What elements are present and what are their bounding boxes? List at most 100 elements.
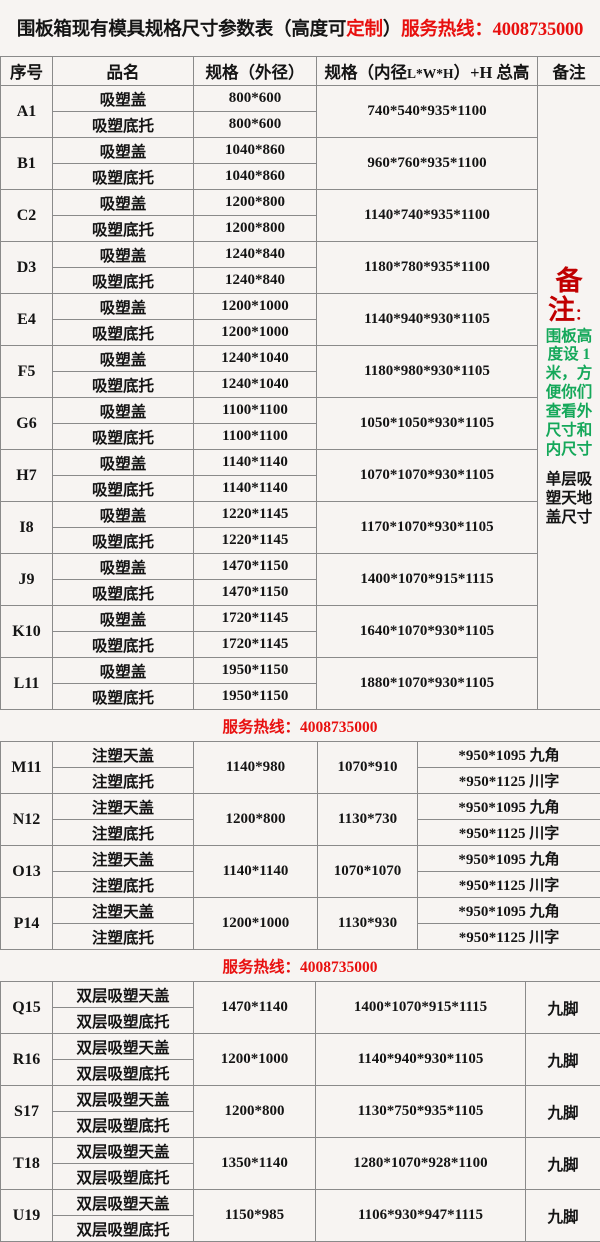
row-code: H7 [1, 450, 53, 502]
page-title: 围板箱现有模具规格尺寸参数表（高度可定制）服务热线：4008735000 [0, 0, 600, 56]
row-name-base: 吸塑底托 [53, 476, 194, 502]
table-row: K10 吸塑盖 1720*1145 1640*1070*930*1105 [1, 606, 600, 632]
remark-green-line: 便你们 [546, 384, 593, 403]
row-outer-base: 1040*860 [194, 164, 317, 190]
table-row: B1 吸塑盖 1040*860 960*760*935*1100 [1, 138, 600, 164]
row-name-lid: 吸塑盖 [53, 346, 194, 372]
row-outer-lid: 800*600 [194, 86, 317, 112]
row-option-1: *950*1095 九角 [418, 742, 600, 768]
row-inner-dim: 1050*1050*930*1105 [317, 398, 538, 450]
row-outer-base: 1240*840 [194, 268, 317, 294]
row-outer-base: 1140*1140 [194, 476, 317, 502]
header-name: 品名 [53, 57, 194, 86]
table-row: D3 吸塑盖 1240*840 1180*780*935*1100 [1, 242, 600, 268]
row-inner-dim: 1140*940*930*1105 [316, 1034, 526, 1086]
row-name-lid: 注塑天盖 [53, 742, 194, 768]
row-code: R16 [1, 1034, 53, 1086]
row-outer-base: 1950*1150 [194, 684, 317, 710]
row-code: A1 [1, 86, 53, 138]
hotline-divider-2: 服务热线：4008735000 [0, 950, 600, 981]
row-name-base: 吸塑底托 [53, 632, 194, 658]
row-outer-base: 1220*1145 [194, 528, 317, 554]
row-inner-dim: 1170*1070*930*1105 [317, 502, 538, 554]
title-hotline: 服务热线：4008735000 [401, 20, 583, 40]
row-name-base: 吸塑底托 [53, 372, 194, 398]
row-name-base: 注塑底托 [53, 768, 194, 794]
table-row: H7 吸塑盖 1140*1140 1070*1070*930*1105 [1, 450, 600, 476]
row-remark: 九脚 [526, 1034, 600, 1086]
section-1-body: A1 吸塑盖 800*600 740*540*935*1100 备注： 围板高 … [1, 86, 600, 710]
row-code: C2 [1, 190, 53, 242]
header-outer-dim: 规格（外径） [194, 57, 317, 86]
row-inner-dim: 740*540*935*1100 [317, 86, 538, 138]
row-outer-base: 1240*1040 [194, 372, 317, 398]
row-outer-base: 1200*1000 [194, 320, 317, 346]
row-name-lid: 双层吸塑天盖 [53, 1138, 194, 1164]
row-name-lid: 双层吸塑天盖 [53, 1190, 194, 1216]
row-option-2: *950*1125 川字 [418, 872, 600, 898]
table-row: T18 双层吸塑天盖 1350*1140 1280*1070*928*1100 … [1, 1138, 600, 1164]
row-outer-base: 800*600 [194, 112, 317, 138]
header-code: 序号 [1, 57, 53, 86]
row-outer-dim: 1470*1140 [194, 982, 316, 1034]
row-name-base: 吸塑底托 [53, 216, 194, 242]
row-outer-lid: 1200*1000 [194, 294, 317, 320]
row-name-base: 双层吸塑底托 [53, 1060, 194, 1086]
remark-heading-char-2: 注： [548, 296, 590, 325]
table-row: Q15 双层吸塑天盖 1470*1140 1400*1070*915*1115 … [1, 982, 600, 1008]
header-inner-b: L*W*H [407, 66, 454, 81]
row-option-1: *950*1095 九角 [418, 794, 600, 820]
header-inner-a: 规格（内径 [325, 63, 408, 82]
remark-green-line: 围板高 [546, 328, 593, 347]
row-outer-lid: 1200*800 [194, 190, 317, 216]
row-code: I8 [1, 502, 53, 554]
row-outer-lid: 1240*840 [194, 242, 317, 268]
header-inner-dim: 规格（内径L*W*H）+H 总高 [317, 57, 538, 86]
row-inner-dim: 1880*1070*930*1105 [317, 658, 538, 710]
row-code: K10 [1, 606, 53, 658]
row-name-lid: 双层吸塑天盖 [53, 1086, 194, 1112]
table-row: P14 注塑天盖 1200*1000 1130*930 *950*1095 九角 [1, 898, 600, 924]
row-name-base: 双层吸塑底托 [53, 1112, 194, 1138]
row-name-lid: 吸塑盖 [53, 190, 194, 216]
remark-black-line: 塑天地 [546, 490, 593, 509]
row-code: J9 [1, 554, 53, 606]
section-3-table: Q15 双层吸塑天盖 1470*1140 1400*1070*915*1115 … [0, 981, 600, 1242]
row-name-base: 注塑底托 [53, 924, 194, 950]
row-inner-dim: 1280*1070*928*1100 [316, 1138, 526, 1190]
table-row: C2 吸塑盖 1200*800 1140*740*935*1100 [1, 190, 600, 216]
row-option-1: *950*1095 九角 [418, 898, 600, 924]
row-option-2: *950*1125 川字 [418, 768, 600, 794]
table-row: L11 吸塑盖 1950*1150 1880*1070*930*1105 [1, 658, 600, 684]
row-option-2: *950*1125 川字 [418, 820, 600, 846]
row-name-lid: 吸塑盖 [53, 138, 194, 164]
row-code: P14 [1, 898, 53, 950]
row-remark: 九脚 [526, 1190, 600, 1242]
table-row: J9 吸塑盖 1470*1150 1400*1070*915*1115 [1, 554, 600, 580]
row-inner-dim: 1130*730 [318, 794, 418, 846]
row-name-base: 吸塑底托 [53, 684, 194, 710]
row-outer-dim: 1140*980 [194, 742, 318, 794]
row-name-lid: 吸塑盖 [53, 398, 194, 424]
row-code: T18 [1, 1138, 53, 1190]
row-inner-dim: 960*760*935*1100 [317, 138, 538, 190]
row-outer-lid: 1240*1040 [194, 346, 317, 372]
row-inner-dim: 1130*750*935*1105 [316, 1086, 526, 1138]
row-name-lid: 吸塑盖 [53, 450, 194, 476]
remark-green-line: 尺寸和 [546, 422, 593, 441]
title-part-2: ） [383, 20, 401, 40]
row-name-lid: 注塑天盖 [53, 794, 194, 820]
row-name-base: 注塑底托 [53, 872, 194, 898]
table-row: I8 吸塑盖 1220*1145 1170*1070*930*1105 [1, 502, 600, 528]
table-row: R16 双层吸塑天盖 1200*1000 1140*940*930*1105 九… [1, 1034, 600, 1060]
row-outer-lid: 1100*1100 [194, 398, 317, 424]
row-code: F5 [1, 346, 53, 398]
hotline-text: 服务热线：4008735000 [222, 955, 377, 977]
row-inner-dim: 1140*940*930*1105 [317, 294, 538, 346]
remark-heading-char-1: 备 [548, 267, 590, 296]
row-name-base: 吸塑底托 [53, 320, 194, 346]
row-outer-dim: 1200*800 [194, 1086, 316, 1138]
remark-green-line: 内尺寸 [546, 441, 593, 460]
row-outer-dim: 1140*1140 [194, 846, 318, 898]
row-name-lid: 注塑天盖 [53, 898, 194, 924]
